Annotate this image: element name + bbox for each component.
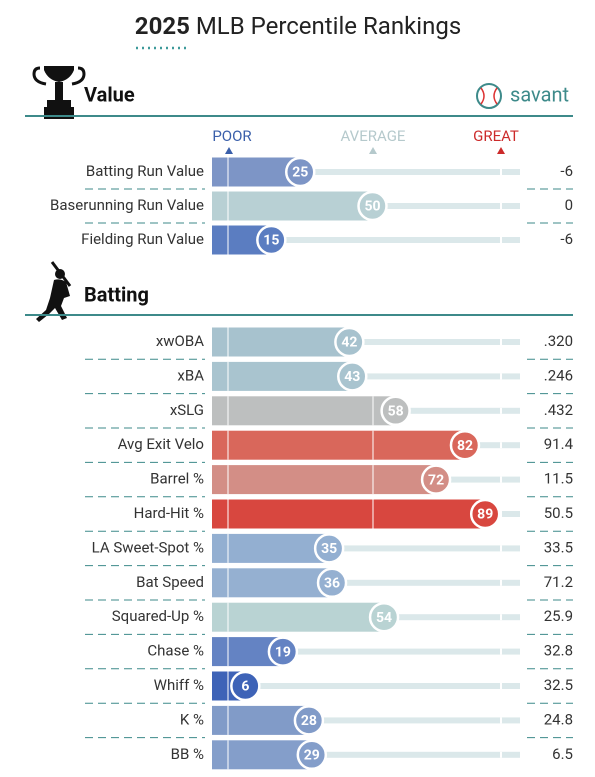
- percentile-label: 89: [477, 507, 493, 523]
- row-label: xSLG: [170, 401, 204, 419]
- stat-value: 32.5: [544, 676, 573, 694]
- row-label: Squared-Up %: [112, 607, 204, 625]
- percentile-bar: [212, 533, 330, 563]
- percentile-label: 29: [304, 748, 320, 764]
- percentile-dot: [296, 739, 328, 771]
- percentile-dot: [357, 190, 388, 222]
- percentile-label: 15: [263, 233, 279, 249]
- stat-value: 6.5: [552, 745, 573, 763]
- percentile-dot: [469, 498, 501, 530]
- row-label: Barrel %: [150, 470, 204, 488]
- scale-arrow: [369, 147, 377, 154]
- stat-value: .246: [544, 366, 573, 384]
- stat-value: 32.8: [544, 642, 573, 660]
- stat-value: 0: [565, 196, 573, 214]
- percentile-dot: [368, 601, 400, 633]
- percentile-bar: [212, 327, 350, 357]
- stat-value: .432: [544, 401, 573, 419]
- percentile-dot: [256, 224, 287, 256]
- title: 2025 MLB Percentile Rankings: [135, 12, 461, 40]
- track: [212, 683, 520, 689]
- stat-value: 71.2: [544, 573, 573, 591]
- row-label: LA Sweet-Spot %: [92, 538, 204, 556]
- stat-value: 50.5: [544, 504, 573, 522]
- stat-value: -6: [560, 162, 573, 180]
- percentile-label: 42: [341, 335, 357, 351]
- stat-value: 25.9: [544, 607, 573, 625]
- track: [212, 751, 520, 758]
- track: [212, 717, 520, 724]
- percentile-label: 82: [457, 438, 473, 454]
- row-label: xwOBA: [156, 332, 204, 350]
- row-label: K %: [180, 710, 204, 728]
- percentile-label: 58: [388, 404, 404, 420]
- stat-value: 11.5: [544, 470, 573, 488]
- title-year: 2025: [135, 12, 190, 40]
- track: [212, 169, 520, 175]
- scale-poor: POOR: [212, 127, 251, 145]
- savant-logo: savant: [476, 82, 569, 109]
- percentile-bar: [212, 465, 437, 495]
- row-label: Chase %: [147, 642, 204, 660]
- row-label: Baserunning Run Value: [50, 196, 204, 214]
- trophy-icon: [32, 66, 86, 119]
- percentile-label: 19: [275, 644, 291, 660]
- percentile-dot: [337, 361, 368, 392]
- stat-value: -6: [560, 230, 573, 248]
- batter-icon: [36, 261, 72, 322]
- percentile-dot: [380, 395, 411, 427]
- scale-arrow: [497, 147, 505, 154]
- percentile-label: 72: [428, 472, 444, 488]
- track: [212, 545, 520, 552]
- percentile-dot: [285, 156, 316, 188]
- brand: savant: [510, 82, 569, 106]
- percentile-label: 43: [344, 369, 360, 385]
- percentile-bar: [212, 191, 373, 221]
- percentile-dot: [420, 464, 452, 495]
- row-label: Hard-Hit %: [134, 504, 204, 522]
- percentile-label: 54: [376, 610, 392, 626]
- stat-value: 91.4: [544, 435, 574, 453]
- row-label: xBA: [177, 366, 204, 384]
- percentile-label: 25: [292, 165, 308, 181]
- percentile-bar: [212, 499, 486, 529]
- percentile-bar: [212, 602, 385, 632]
- title-text: MLB Percentile Rankings: [196, 12, 461, 40]
- section-title: Batting: [84, 282, 149, 306]
- scale-average: AVERAGE: [341, 127, 406, 145]
- row-label: Fielding Run Value: [81, 230, 204, 248]
- percentile-bar: [212, 430, 465, 460]
- percentile-dot: [316, 567, 348, 599]
- percentile-label: 35: [321, 541, 337, 557]
- percentile-bar: [212, 568, 333, 598]
- scale-great: GREAT: [473, 127, 519, 145]
- percentile-dot: [293, 705, 325, 736]
- scale-arrow: [225, 147, 233, 154]
- percentile-dot: [230, 670, 261, 702]
- section-title: Value: [84, 82, 135, 106]
- track: [212, 237, 520, 243]
- stat-value: 33.5: [544, 538, 573, 556]
- percentile-dot: [449, 429, 481, 461]
- percentile-label: 50: [364, 199, 380, 215]
- row-label: Whiff %: [154, 676, 204, 694]
- track: [212, 648, 520, 655]
- percentile-label: 36: [324, 576, 340, 592]
- stat-value: .320: [544, 332, 573, 350]
- percentile-bar: [212, 361, 353, 391]
- percentile-dot: [313, 533, 345, 564]
- percentile-label: 6: [241, 679, 249, 695]
- percentile-label: 28: [301, 713, 317, 729]
- percentile-bar: [212, 396, 396, 426]
- row-label: Batting Run Value: [86, 162, 204, 180]
- row-label: Avg Exit Velo: [118, 435, 204, 453]
- stat-value: 24.8: [544, 710, 573, 728]
- track: [212, 339, 520, 345]
- row-label: Bat Speed: [136, 573, 204, 591]
- track: [212, 579, 520, 586]
- percentile-dot: [334, 326, 365, 358]
- percentile-dot: [267, 636, 299, 667]
- row-label: BB %: [171, 745, 204, 763]
